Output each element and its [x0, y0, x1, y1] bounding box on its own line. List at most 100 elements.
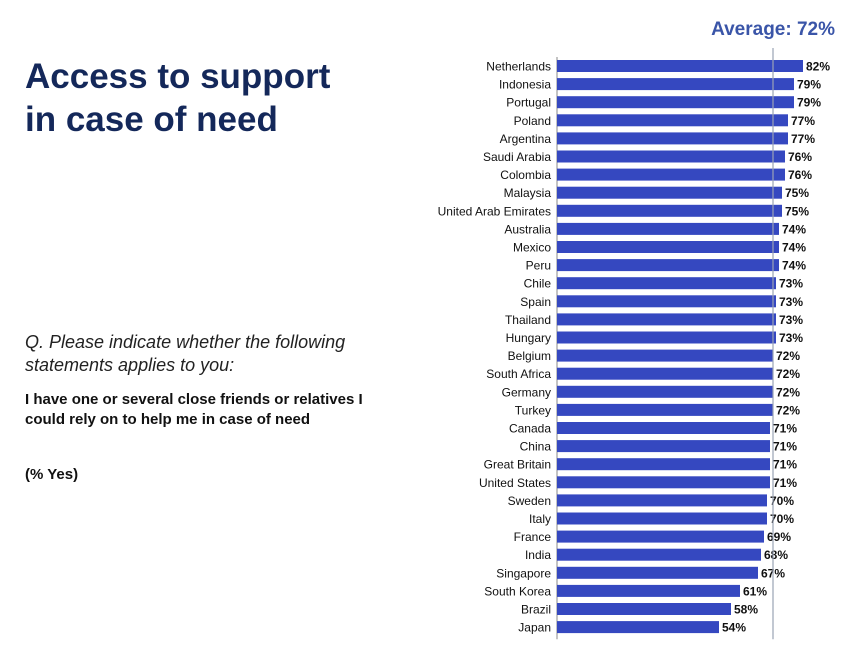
value-label: 76% [788, 168, 812, 182]
bar [557, 367, 773, 380]
value-label: 54% [722, 621, 746, 635]
category-label: Belgium [508, 349, 551, 363]
category-label: Portugal [506, 96, 551, 110]
value-label: 71% [773, 422, 797, 436]
category-label: Brazil [521, 603, 551, 617]
average-label: Average: 72% [711, 19, 835, 40]
bar [557, 530, 764, 543]
survey-question: Q. Please indicate whether the following… [25, 332, 346, 375]
value-label: 72% [776, 385, 800, 399]
value-label: 71% [773, 458, 797, 472]
value-label: 68% [764, 548, 788, 562]
category-label: Thailand [505, 313, 551, 327]
category-label: United States [479, 476, 551, 490]
value-label: 69% [767, 530, 791, 544]
category-label: Netherlands [486, 60, 551, 74]
value-label: 75% [785, 204, 809, 218]
category-label: Argentina [500, 132, 552, 146]
category-label: Malaysia [504, 186, 552, 200]
bar [557, 440, 770, 453]
bar [557, 168, 785, 181]
category-label: India [525, 548, 551, 562]
category-label: Australia [504, 222, 551, 236]
bar [557, 132, 788, 145]
value-label: 74% [782, 222, 806, 236]
category-label: Japan [518, 621, 551, 635]
bar [557, 403, 773, 416]
value-label: 72% [776, 367, 800, 381]
bar [557, 603, 731, 615]
value-label: 72% [776, 349, 800, 363]
page-title: Access to support in case of need [25, 57, 331, 139]
bar [557, 476, 770, 489]
category-label: Great Britain [484, 458, 551, 472]
bar [557, 584, 740, 597]
value-label: 61% [743, 584, 767, 598]
category-label: Italy [529, 512, 551, 526]
bar [557, 150, 785, 163]
bar [557, 512, 767, 525]
value-label: 72% [776, 403, 800, 417]
value-label: 73% [779, 313, 803, 327]
bar [557, 60, 803, 72]
value-label: 82% [806, 60, 830, 74]
bar [557, 621, 719, 634]
bar [557, 241, 779, 253]
value-label: 74% [782, 259, 806, 273]
bar [557, 78, 794, 91]
value-label: 58% [734, 603, 758, 617]
value-label: 76% [788, 150, 812, 164]
bar [557, 313, 776, 326]
bar [557, 186, 782, 199]
category-label: Colombia [500, 168, 551, 182]
value-label: 74% [782, 241, 806, 255]
value-label: 73% [779, 331, 803, 345]
bar [557, 385, 773, 398]
value-label: 71% [773, 476, 797, 490]
category-label: France [514, 530, 552, 544]
value-label: 70% [770, 494, 794, 508]
bar [557, 222, 779, 235]
bar [557, 349, 773, 362]
bar [557, 114, 788, 127]
value-label: 73% [779, 295, 803, 309]
category-label: Spain [520, 295, 551, 309]
bar [557, 566, 758, 579]
bar [557, 422, 770, 434]
bar [557, 204, 782, 217]
value-label: 79% [797, 78, 821, 92]
value-label: 77% [791, 114, 815, 128]
bar [557, 259, 779, 272]
category-label: Chile [524, 277, 552, 291]
bar [557, 331, 776, 344]
value-label: 71% [773, 440, 797, 454]
category-label: Indonesia [499, 78, 551, 92]
category-label: Germany [502, 385, 551, 399]
category-label: Canada [509, 422, 551, 436]
value-label: 73% [779, 277, 803, 291]
category-label: Peru [526, 259, 551, 273]
unit-note: (% Yes) [25, 466, 79, 483]
value-label: 77% [791, 132, 815, 146]
category-label: Saudi Arabia [483, 150, 551, 164]
bar [557, 295, 776, 308]
category-label: United Arab Emirates [438, 204, 551, 218]
category-label: South Africa [486, 367, 551, 381]
category-label: Mexico [513, 241, 551, 255]
category-label: China [520, 440, 552, 454]
category-label: South Korea [484, 584, 551, 598]
category-label: Turkey [515, 403, 551, 417]
value-label: 79% [797, 96, 821, 110]
bar [557, 494, 767, 507]
bar [557, 277, 776, 290]
bar [557, 96, 794, 109]
category-label: Poland [514, 114, 551, 128]
value-label: 70% [770, 512, 794, 526]
bar [557, 458, 770, 471]
survey-statement: I have one or several close friends or r… [25, 391, 363, 428]
category-label: Sweden [508, 494, 551, 508]
value-label: 75% [785, 186, 809, 200]
category-label: Hungary [506, 331, 551, 345]
category-label: Singapore [496, 566, 551, 580]
